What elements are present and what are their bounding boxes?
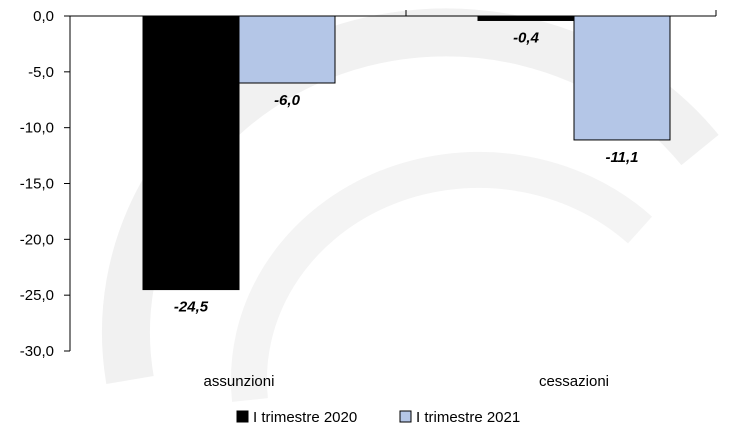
watermark-arc-inner bbox=[230, 151, 652, 402]
y-tick-label: 0,0 bbox=[33, 8, 54, 25]
data-label-cessazioni-series-2: -11,1 bbox=[605, 149, 638, 166]
y-tick-label: -25,0 bbox=[20, 287, 54, 304]
bar-cessazioni-series-1 bbox=[477, 15, 575, 21]
bar-assunzioni-series-1 bbox=[142, 15, 240, 291]
data-label-cessazioni-series-1: -0,4 bbox=[513, 29, 540, 46]
category-label-assunzioni: assunzioni bbox=[204, 373, 275, 390]
bar-assunzioni-series-2 bbox=[238, 15, 336, 84]
legend: I trimestre 2020 I trimestre 2021 bbox=[236, 409, 520, 426]
bar-cessazioni-series-2 bbox=[573, 15, 671, 141]
y-tick-label: -15,0 bbox=[20, 176, 54, 193]
labels: -24,5 -6,0 -0,4 -11,1 assunzioni cessazioni bbox=[174, 29, 639, 390]
legend-label-series-2: I trimestre 2021 bbox=[416, 409, 520, 426]
plot-area bbox=[142, 15, 671, 291]
y-tick-label: -5,0 bbox=[28, 64, 54, 81]
legend-label-series-1: I trimestre 2020 bbox=[253, 409, 357, 426]
legend-swatch-series-1 bbox=[236, 410, 249, 423]
y-tick-label: -20,0 bbox=[20, 231, 54, 248]
data-label-assunzioni-series-2: -6,0 bbox=[274, 92, 301, 109]
legend-swatch-series-2 bbox=[399, 410, 412, 423]
y-tick-label: -10,0 bbox=[20, 120, 54, 137]
category-label-cessazioni: cessazioni bbox=[539, 373, 609, 390]
data-label-assunzioni-series-1: -24,5 bbox=[174, 299, 209, 316]
axes: 0,0 -5,0 -10,0 -15,0 -20,0 -25,0 -30,0 bbox=[20, 8, 717, 360]
y-tick-label: -30,0 bbox=[20, 343, 54, 360]
